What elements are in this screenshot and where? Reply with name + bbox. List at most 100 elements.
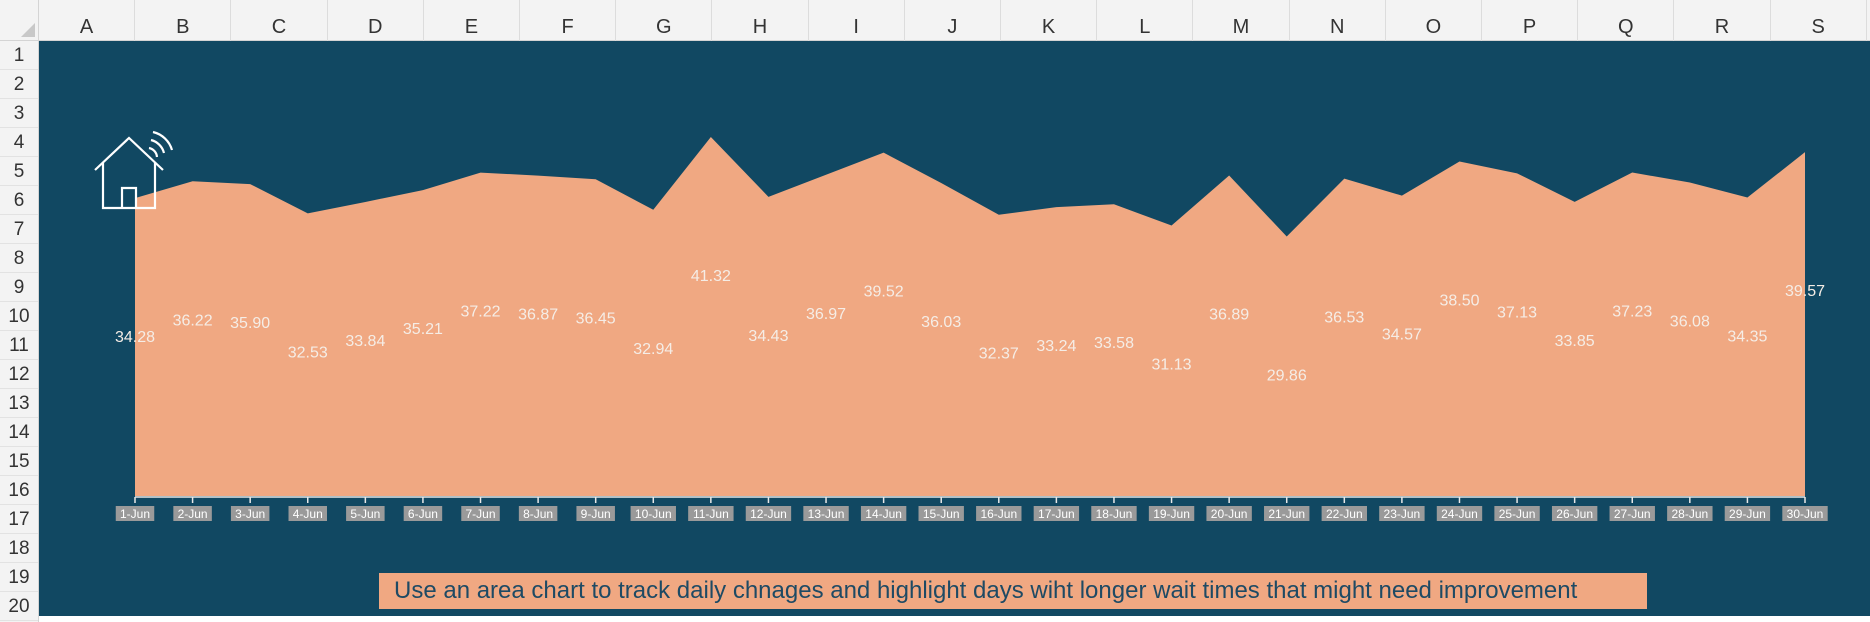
x-tick-label: 19-Jun bbox=[1153, 507, 1190, 521]
row-header-18[interactable]: 18 bbox=[0, 534, 38, 563]
x-tick-label: 7-Jun bbox=[466, 507, 496, 521]
column-header-d[interactable]: D bbox=[328, 0, 424, 41]
row-header-20[interactable]: 20 bbox=[0, 592, 38, 621]
row-header-16[interactable]: 16 bbox=[0, 476, 38, 505]
x-tick-label-highlight bbox=[1033, 506, 1080, 521]
data-label: 29.86 bbox=[1267, 368, 1307, 385]
row-header-12[interactable]: 12 bbox=[0, 360, 38, 389]
row-header-8[interactable]: 8 bbox=[0, 244, 38, 273]
column-header-n[interactable]: N bbox=[1290, 0, 1386, 41]
data-label: 39.57 bbox=[1785, 283, 1825, 300]
column-header-l[interactable]: L bbox=[1097, 0, 1194, 41]
column-header-m[interactable]: M bbox=[1193, 0, 1290, 41]
data-label: 35.21 bbox=[403, 321, 443, 338]
row-header-17[interactable]: 17 bbox=[0, 505, 38, 534]
column-header-q[interactable]: Q bbox=[1578, 0, 1675, 41]
x-tick-label: 17-Jun bbox=[1038, 507, 1075, 521]
column-header-h[interactable]: H bbox=[712, 0, 809, 41]
data-label: 38.50 bbox=[1439, 292, 1479, 309]
x-tick-label: 12-Jun bbox=[750, 507, 787, 521]
select-all-triangle-icon bbox=[21, 23, 35, 37]
row-header-14[interactable]: 14 bbox=[0, 418, 38, 447]
data-label: 33.58 bbox=[1094, 335, 1134, 352]
x-tick-label: 5-Jun bbox=[350, 507, 380, 521]
x-tick-label-highlight bbox=[115, 506, 155, 521]
x-tick-label: 22-Jun bbox=[1326, 507, 1363, 521]
area-series[interactable] bbox=[135, 136, 1805, 497]
column-header-k[interactable]: K bbox=[1001, 0, 1098, 41]
x-tick-label: 4-Jun bbox=[293, 507, 323, 521]
row-header-9[interactable]: 9 bbox=[0, 273, 38, 302]
x-tick-label: 28-Jun bbox=[1671, 507, 1708, 521]
data-label: 35.90 bbox=[230, 315, 270, 332]
column-header-i[interactable]: I bbox=[809, 0, 905, 41]
row-headers: 1 2 3 4 5 6 7 8 9 10 11 12 13 14 15 16 17 18 19 20 bbox=[0, 41, 39, 622]
row-header-2[interactable]: 2 bbox=[0, 70, 38, 99]
column-header-b[interactable]: B bbox=[135, 0, 232, 41]
column-header-a[interactable]: A bbox=[39, 0, 136, 41]
x-tick-label: 24-Jun bbox=[1441, 507, 1478, 521]
data-label: 37.23 bbox=[1612, 304, 1652, 321]
x-tick-label-highlight bbox=[745, 506, 792, 521]
x-tick-label: 16-Jun bbox=[980, 507, 1017, 521]
data-label: 36.08 bbox=[1670, 314, 1710, 331]
x-tick-label-highlight bbox=[918, 506, 964, 521]
column-header-f[interactable]: F bbox=[520, 0, 617, 41]
data-label: 33.85 bbox=[1555, 333, 1595, 350]
x-tick-label-highlight bbox=[1667, 506, 1713, 521]
x-tick-label-highlight bbox=[230, 506, 270, 521]
x-tick-label: 14-Jun bbox=[865, 507, 902, 521]
x-tick-label: 2-Jun bbox=[178, 507, 208, 521]
x-tick-label: 13-Jun bbox=[808, 507, 845, 521]
column-header-c[interactable]: C bbox=[231, 0, 328, 41]
data-label: 33.24 bbox=[1036, 338, 1076, 355]
x-tick-label: 23-Jun bbox=[1384, 507, 1421, 521]
x-tick-label: 8-Jun bbox=[523, 507, 553, 521]
data-label: 37.22 bbox=[460, 304, 500, 321]
row-header-7[interactable]: 7 bbox=[0, 215, 38, 244]
column-header-g[interactable]: G bbox=[616, 0, 713, 41]
select-all-corner[interactable] bbox=[0, 0, 39, 41]
data-label: 36.22 bbox=[173, 312, 213, 329]
column-header-e[interactable]: E bbox=[424, 0, 520, 41]
row-header-13[interactable]: 13 bbox=[0, 389, 38, 418]
x-tick-label-highlight bbox=[518, 506, 558, 521]
data-label: 33.84 bbox=[345, 333, 385, 350]
row-header-5[interactable]: 5 bbox=[0, 157, 38, 186]
column-header-s[interactable]: S bbox=[1771, 0, 1867, 41]
x-tick-label-highlight bbox=[803, 506, 849, 521]
column-header-j[interactable]: J bbox=[905, 0, 1001, 41]
data-label: 34.43 bbox=[748, 328, 788, 345]
row-header-3[interactable]: 3 bbox=[0, 99, 38, 128]
x-tick-label-highlight bbox=[1724, 506, 1771, 521]
x-tick-label-highlight bbox=[1148, 506, 1195, 521]
x-tick-label-highlight bbox=[288, 506, 328, 521]
row-header-10[interactable]: 10 bbox=[0, 302, 38, 331]
area-chart[interactable]: 1-Jun 2-Jun 3-Jun 4-Jun 5-Jun 6-Jun 7-Jun 8-Jun… bbox=[39, 41, 1870, 616]
x-tick-label: 10-Jun bbox=[635, 507, 672, 521]
row-header-19[interactable]: 19 bbox=[0, 563, 38, 592]
x-tick-label-highlight bbox=[173, 506, 212, 521]
row-header-4[interactable]: 4 bbox=[0, 128, 38, 157]
x-tick-label: 27-Jun bbox=[1614, 507, 1651, 521]
data-label: 36.45 bbox=[576, 310, 616, 327]
column-header-r[interactable]: R bbox=[1674, 0, 1771, 41]
column-header-p[interactable]: P bbox=[1482, 0, 1579, 41]
row-header-15[interactable]: 15 bbox=[0, 447, 38, 476]
x-tick-label-highlight bbox=[403, 506, 443, 521]
x-tick-label-highlight bbox=[576, 506, 615, 521]
column-header-o[interactable]: O bbox=[1386, 0, 1482, 41]
row-header-1[interactable]: 1 bbox=[0, 41, 38, 70]
x-tick-label: 29-Jun bbox=[1729, 507, 1766, 521]
x-tick-label-highlight bbox=[1551, 506, 1598, 521]
x-tick-label: 1-Jun bbox=[120, 507, 150, 521]
data-label: 34.28 bbox=[115, 329, 155, 346]
data-label: 32.53 bbox=[288, 344, 328, 361]
row-header-6[interactable]: 6 bbox=[0, 186, 38, 215]
data-label: 34.35 bbox=[1727, 329, 1767, 346]
row-header-11[interactable]: 11 bbox=[0, 331, 38, 360]
x-tick-label-highlight bbox=[346, 506, 385, 521]
x-tick-label-highlight bbox=[1609, 506, 1655, 521]
x-tick-label-highlight bbox=[976, 506, 1022, 521]
